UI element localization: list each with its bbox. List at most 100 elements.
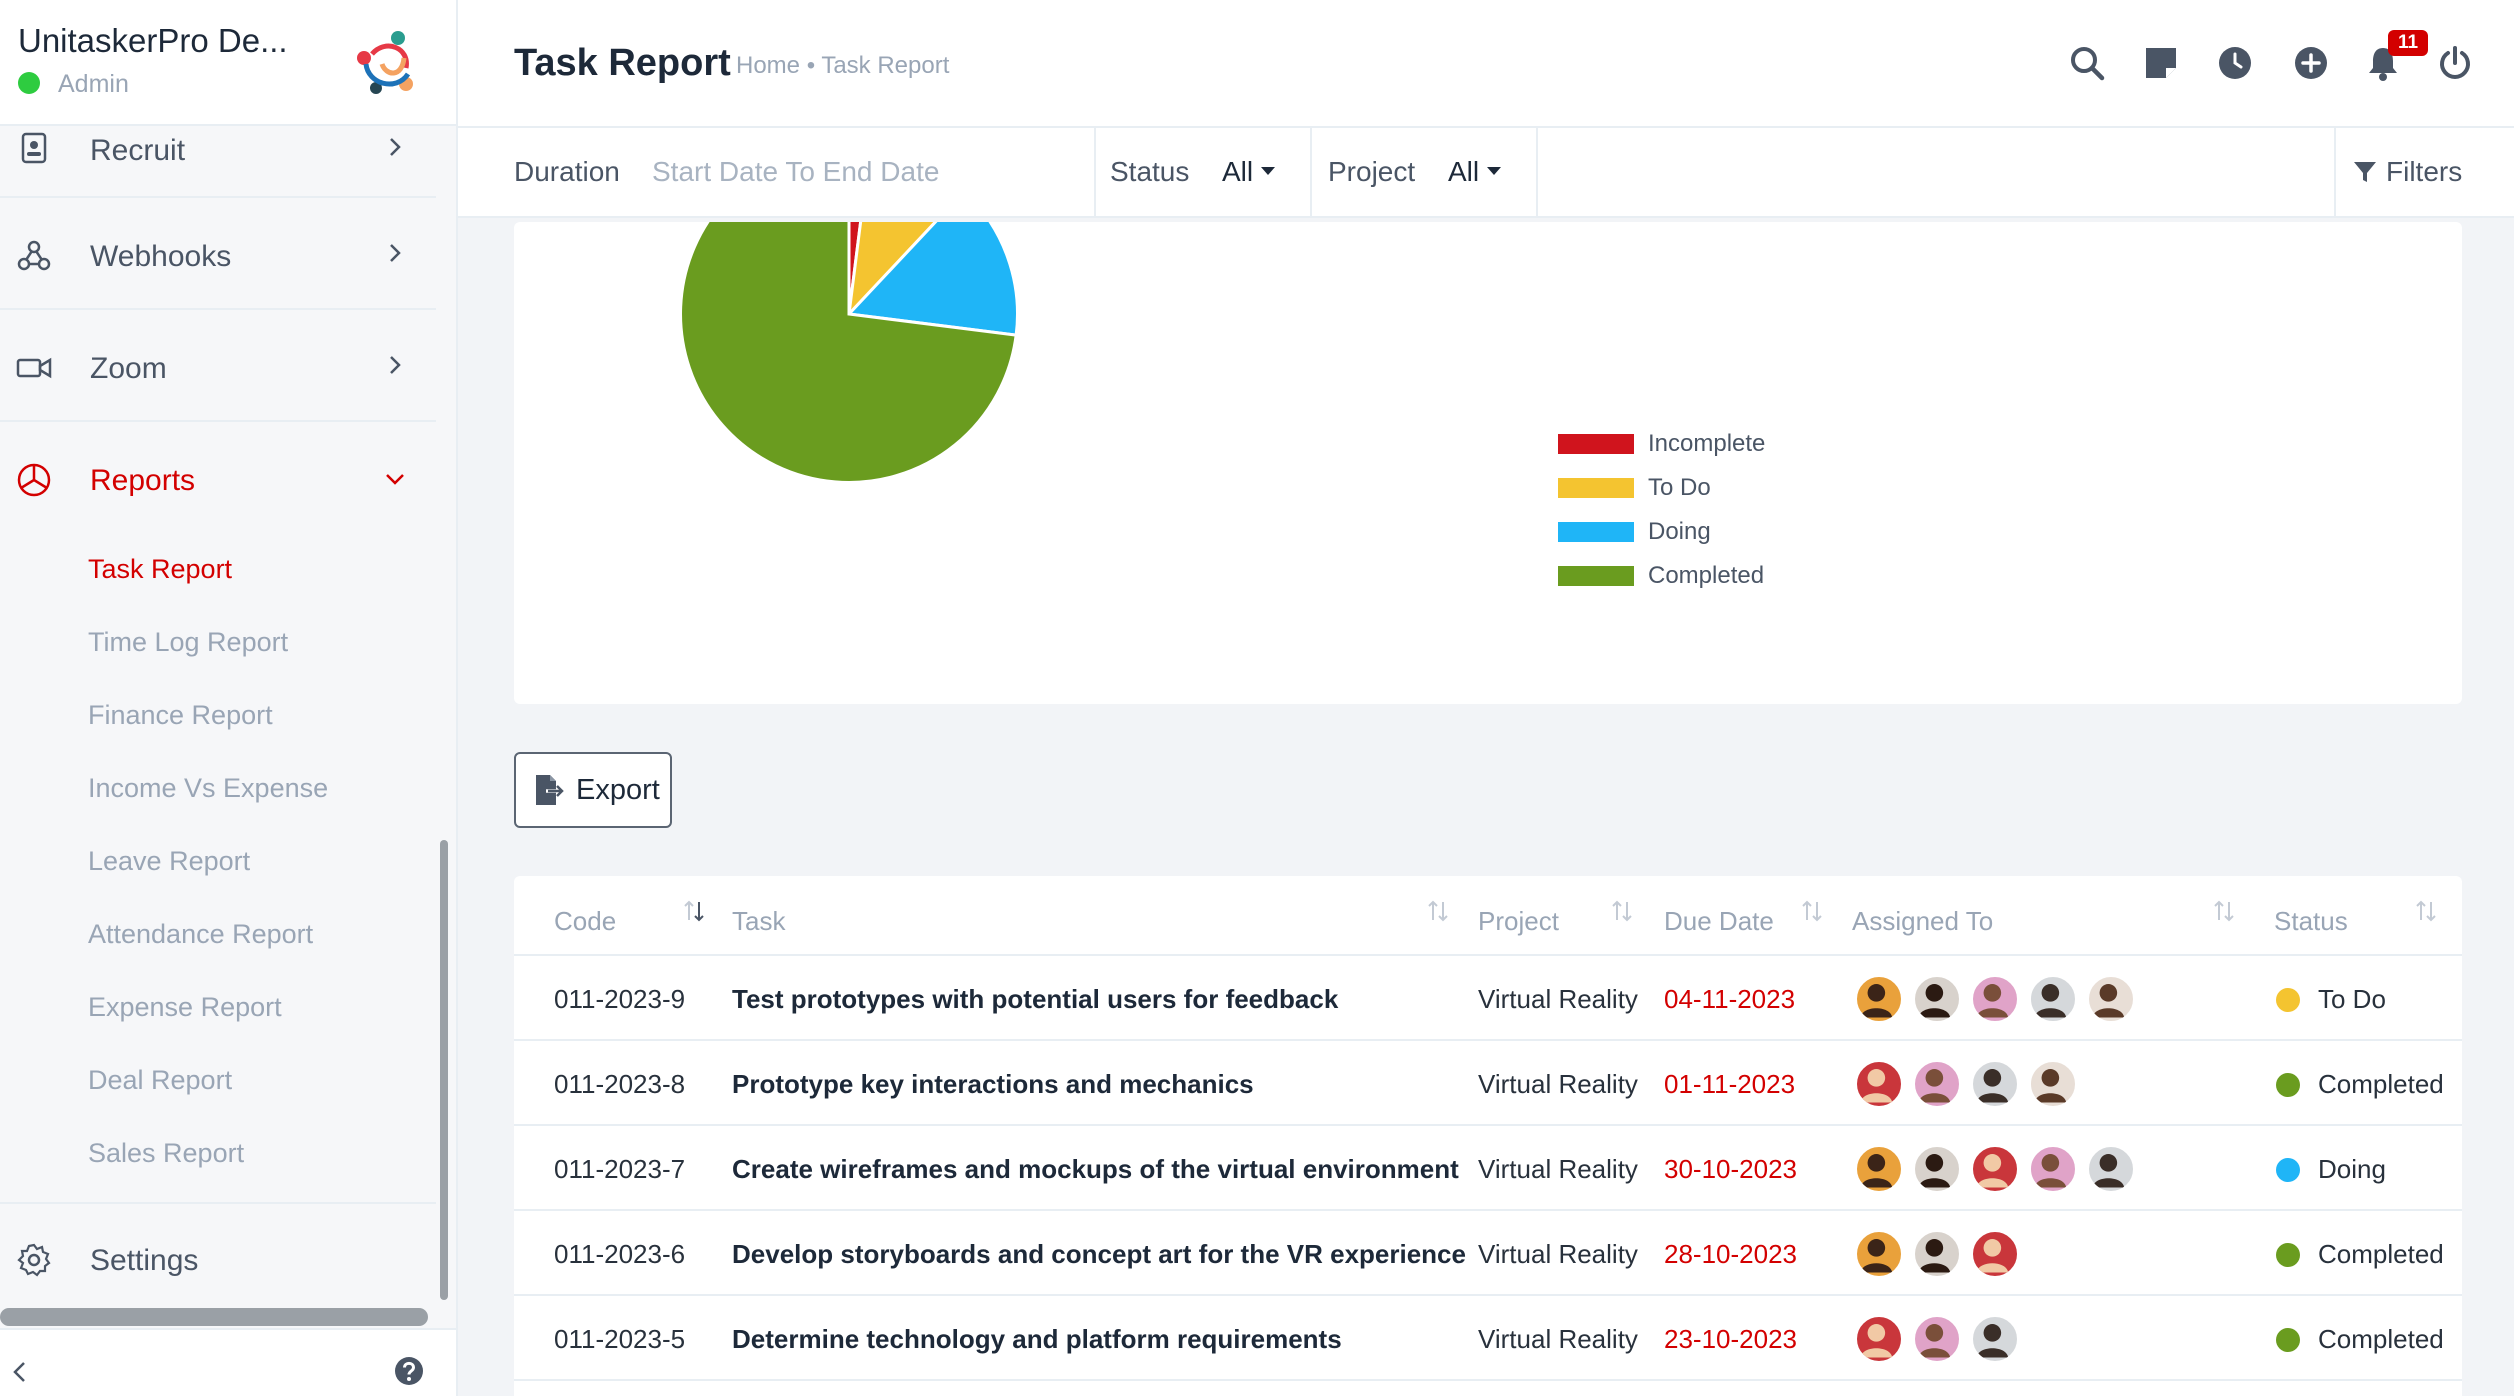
filters-button[interactable]: Filters [2352,156,2462,188]
project-name: Virtual Reality [1478,1154,1638,1184]
legend-item[interactable]: Completed [1558,554,1765,598]
avatar[interactable] [1912,1229,1962,1279]
sidebar-item-reports[interactable]: Reports [0,424,436,534]
task-name-link[interactable]: Develop storyboards and concept art for … [732,1239,1466,1269]
table-row[interactable]: 011-2023-5 Determine technology and platf… [514,1296,2462,1381]
avatar[interactable] [1970,1314,2020,1364]
export-button[interactable]: Export [514,752,672,828]
chart-legend: Incomplete To Do Doing Completed [1558,422,1765,598]
sidebar-item-label: Reports [90,464,196,497]
project-name: Virtual Reality [1478,984,1638,1014]
status-dot [2276,988,2300,1012]
caret-down-icon [1487,166,1502,175]
date-range-input[interactable]: Start Date To End Date [652,156,940,187]
task-name-link[interactable]: Test prototypes with potential users for… [732,984,1339,1014]
sidebar-subitem-deal-report[interactable]: Deal Report [88,1065,233,1095]
task-name-link[interactable]: Prototype key interactions and mechanics [732,1069,1254,1099]
sort-arrows-icon[interactable] [1610,898,1634,926]
avatar[interactable] [1912,974,1962,1024]
task-code: 011-2023-7 [554,1154,686,1184]
table-row[interactable]: 011-2023-9 Test prototypes with potential… [514,956,2462,1041]
filter-divider [1310,128,1312,218]
sort-arrows-icon[interactable] [682,898,706,926]
sidebar-item-zoom[interactable]: Zoom [0,312,436,422]
task-name-link[interactable]: Determine technology and platform requir… [732,1324,1342,1354]
avatar[interactable] [1854,1059,1904,1109]
sort-arrows-icon[interactable] [1426,898,1450,926]
avatar[interactable] [2028,1144,2078,1194]
legend-item[interactable]: To Do [1558,466,1765,510]
clock-icon[interactable] [2216,44,2254,82]
status-filter-label: Status [1110,156,1190,187]
sidebar-subitem-time-log-report[interactable]: Time Log Report [88,627,289,657]
avatar[interactable] [2028,1059,2078,1109]
task-code: 011-2023-9 [554,984,686,1014]
status-dot [2276,1243,2300,1267]
sidebar-subitem-leave-report[interactable]: Leave Report [88,846,251,876]
due-date: 01-11-2023 [1664,1069,1796,1099]
sidebar-subitem-task-report[interactable]: Task Report [88,554,233,584]
avatar[interactable] [1854,1229,1904,1279]
status-label: Completed [2318,1069,2444,1099]
sidebar-subitem-finance-report[interactable]: Finance Report [88,700,273,730]
column-header-due-date[interactable]: Due Date [1664,906,1774,936]
legend-item[interactable]: Incomplete [1558,422,1765,466]
table-row[interactable]: 011-2023-7 Create wireframes and mockups … [514,1126,2462,1211]
search-icon[interactable] [2068,44,2106,82]
sticky-note-icon[interactable] [2142,44,2180,82]
legend-item[interactable]: Doing [1558,510,1765,554]
sort-arrows-icon[interactable] [2212,898,2236,926]
sidebar-subitem-income-vs-expense[interactable]: Income Vs Expense [88,773,329,803]
table-row[interactable]: 011-2023-6 Develop storyboards and concep… [514,1211,2462,1296]
sidebar-item-settings[interactable]: Settings [0,1202,436,1312]
sidebar-item-webhooks[interactable]: Webhooks [0,200,436,310]
avatar[interactable] [1970,974,2020,1024]
legend-swatch [1558,434,1634,454]
sidebar-horizontal-scrollbar[interactable] [0,1308,428,1326]
status-filter-select[interactable]: All [1222,156,1276,188]
column-header-assigned-to[interactable]: Assigned To [1852,906,1994,936]
avatar[interactable] [1970,1059,2020,1109]
avatar[interactable] [1912,1144,1962,1194]
collapse-sidebar-icon[interactable] [10,1360,30,1384]
caret-down-icon [1261,166,1276,175]
column-header-status[interactable]: Status [2274,906,2348,936]
pie-slice-completed[interactable] [679,222,1018,484]
sort-arrows-icon[interactable] [1800,898,1824,926]
sidebar-subitem-sales-report[interactable]: Sales Report [88,1138,245,1168]
filter-divider [1536,128,1538,218]
chevron-right-icon [390,356,401,374]
avatar[interactable] [2086,1144,2136,1194]
add-circle-icon[interactable] [2292,44,2330,82]
avatar[interactable] [1854,974,1904,1024]
breadcrumb[interactable]: Home • Task Report [736,52,950,79]
avatar[interactable] [1970,1229,2020,1279]
sidebar-scrollbar[interactable] [440,840,448,1300]
column-header-task[interactable]: Task [732,906,786,936]
avatar[interactable] [1854,1144,1904,1194]
brand-header[interactable]: UnitaskerPro De... Admin [0,0,456,126]
notification-count-badge: 11 [2388,30,2428,56]
avatar[interactable] [1970,1144,2020,1194]
avatar[interactable] [1912,1059,1962,1109]
power-logout-icon[interactable] [2436,44,2474,82]
legend-label: Completed [1648,562,1765,589]
status-label: Completed [2318,1239,2444,1269]
avatar[interactable] [1854,1314,1904,1364]
pie-slice-doing[interactable] [845,222,1019,337]
column-header-code[interactable]: Code [554,906,617,936]
sidebar-subitem-expense-report[interactable]: Expense Report [88,992,282,1022]
project-filter-select[interactable]: All [1448,156,1502,188]
table-row[interactable]: 011-2023-8 Prototype key interactions and… [514,1041,2462,1126]
help-icon[interactable] [394,1356,424,1386]
column-header-project[interactable]: Project [1478,906,1559,936]
company-name: UnitaskerPro De... [18,22,288,59]
sort-arrows-icon[interactable] [2414,898,2438,926]
filters-label: Filters [2386,156,2463,187]
sidebar-subitem-attendance-report[interactable]: Attendance Report [88,919,314,949]
avatar[interactable] [2086,974,2136,1024]
sidebar-item-recruit[interactable]: Recruit [0,96,436,198]
avatar[interactable] [1912,1314,1962,1364]
task-name-link[interactable]: Create wireframes and mockups of the vir… [732,1154,1459,1184]
avatar[interactable] [2028,974,2078,1024]
